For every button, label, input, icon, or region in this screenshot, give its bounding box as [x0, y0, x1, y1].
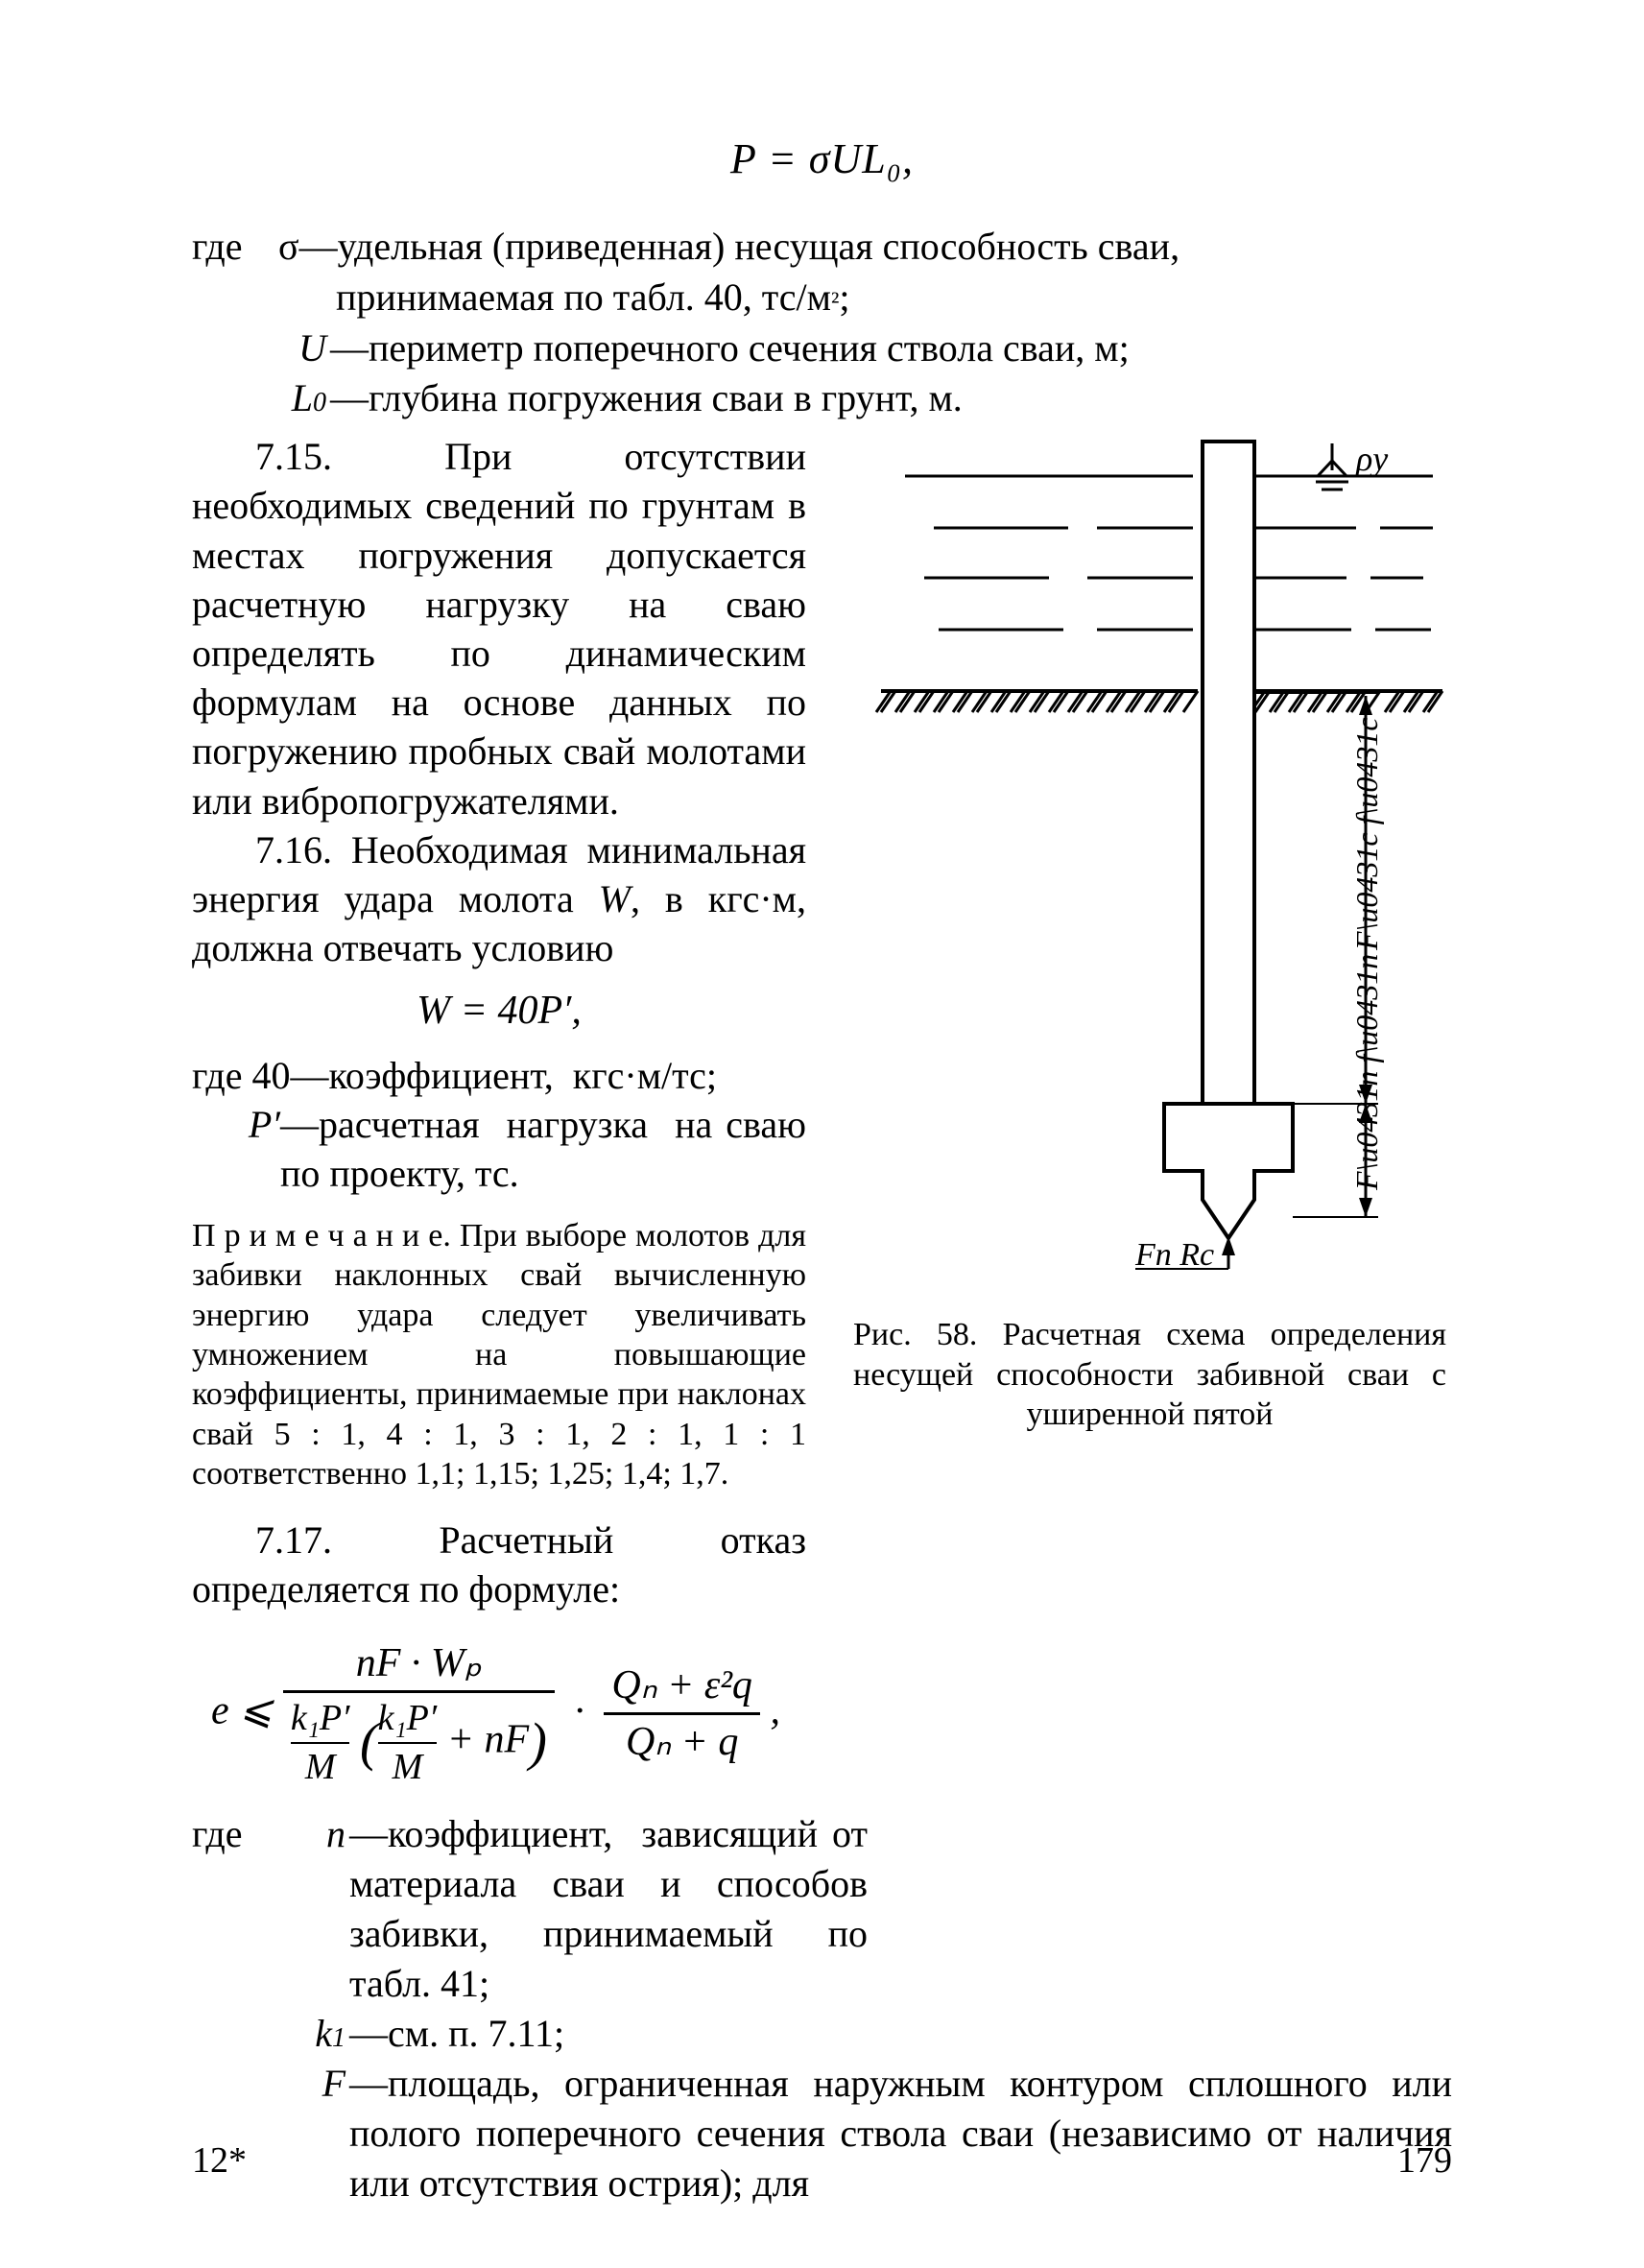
sym-k1: k1	[278, 2009, 349, 2059]
def-Pprime: —расчетная нагрузка на сваю по проекту, …	[280, 1100, 806, 1198]
sym-n: n	[278, 1809, 349, 2009]
formula-main: P = σUL₀,	[192, 134, 1452, 183]
formula-lhs: e ⩽	[211, 1689, 273, 1733]
sym-U: U	[251, 323, 330, 374]
frac-1: nF · Wₚ k₁P′M (k₁P′M + nF)	[283, 1638, 555, 1790]
frac2-den: Qₙ + q	[604, 1712, 760, 1769]
page-footer: 12* 179	[192, 2139, 1452, 2182]
svg-text:F\u0431n f\u0431n: F\u0431n f\u0431n	[1349, 954, 1384, 1191]
frac1-den: k₁P′M (k₁P′M + nF)	[283, 1690, 555, 1790]
gde-40-block: где 40—коэффициент, кгс·м/тс; P′ —расчет…	[192, 1051, 806, 1199]
d1ln: k₁P′	[291, 1695, 350, 1742]
left-column: 7.15. При отсутствии необходимых сведени…	[192, 432, 806, 1790]
def-U: —периметр поперечного сечения ствола сва…	[330, 323, 1452, 374]
d1rn: k₁P′	[378, 1695, 438, 1742]
frac2-num: Qₙ + ε²q	[604, 1660, 760, 1712]
sym-F: F	[278, 2059, 349, 2208]
svg-text:ρу: ρу	[1355, 440, 1388, 478]
footer-left: 12*	[192, 2139, 247, 2182]
def-n: —коэффициент, зависящий от материала сва…	[349, 1809, 868, 2009]
def-L0: —глубина погружения сваи в грунт, м.	[330, 373, 1452, 424]
sym-L0: L0	[251, 373, 330, 424]
gde-label: где	[192, 222, 278, 323]
frac-2: Qₙ + ε²q Qₙ + q	[604, 1660, 760, 1769]
para-7-17: 7.17. Расчетный отказ определяется по фо…	[192, 1516, 806, 1613]
figure-caption: Рис. 58. Расчетная схема определения нес…	[847, 1315, 1452, 1434]
def-sigma: σ—удельная (приведенная) несущая способн…	[278, 222, 1452, 323]
d1ld: M	[291, 1742, 350, 1791]
d1rd: M	[378, 1742, 438, 1791]
def-F: —площадь, ограниченная наружным контуром…	[349, 2059, 1452, 2208]
svg-text:Fn Rc: Fn Rc	[1134, 1237, 1214, 1273]
footer-right: 179	[1397, 2139, 1452, 2182]
note-text: П р и м е ч а н и е. При выборе молотов …	[192, 1218, 806, 1492]
gde-label-2: где	[192, 1809, 278, 2009]
formula-W: W = 40P′,	[192, 986, 806, 1038]
note-block: П р и м е ч а н и е. При выборе молотов …	[192, 1216, 806, 1494]
svg-text:F\u0431c f\u0431c: F\u0431c f\u0431c	[1349, 718, 1384, 952]
d1tail: + nF	[437, 1717, 529, 1761]
sym-Pprime: P′	[192, 1100, 280, 1198]
formula-W-text: W = 40P′,	[417, 989, 582, 1033]
formula-main-text: P = σUL₀,	[730, 135, 914, 182]
figure-58: ρу F\u0431c f\u0431c F\u0431n f\u0431n F…	[847, 432, 1452, 1434]
gde-40-line: где 40—коэффициент, кгс·м/тс;	[192, 1051, 806, 1100]
formula-7-17: e ⩽ nF · Wₚ k₁P′M (k₁P′M + nF) · Qₙ + ε²…	[192, 1638, 806, 1790]
para-7-16: 7.16. Необходимая минимальная энергия уд…	[192, 825, 806, 973]
def-k1: —см. п. 7.11;	[349, 2009, 1452, 2059]
formula-tail: ,	[770, 1689, 780, 1733]
definitions-block: где σ—удельная (приведенная) несущая спо…	[192, 222, 1452, 424]
frac1-num: nF · Wₚ	[283, 1638, 555, 1690]
para-7-15: 7.15. При отсутствии необходимых сведени…	[192, 432, 806, 825]
